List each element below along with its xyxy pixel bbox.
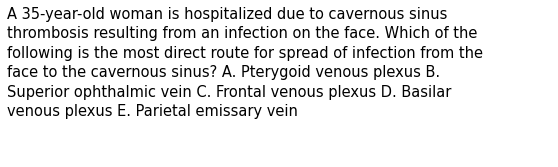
Text: A 35-year-old woman is hospitalized due to cavernous sinus
thrombosis resulting : A 35-year-old woman is hospitalized due … xyxy=(7,7,483,119)
